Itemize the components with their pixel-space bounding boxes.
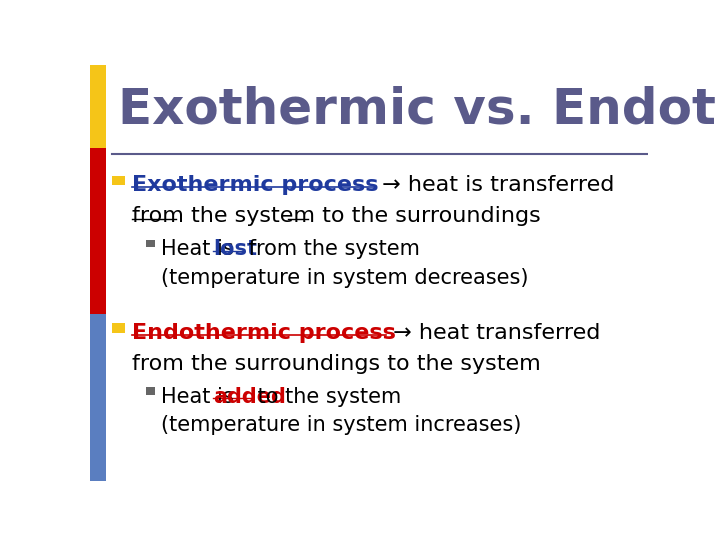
- Text: Heat is: Heat is: [161, 239, 240, 259]
- Bar: [90, 397, 106, 481]
- Bar: [90, 148, 106, 231]
- Text: (temperature in system decreases): (temperature in system decreases): [161, 268, 529, 288]
- Text: → heat transferred: → heat transferred: [386, 322, 600, 342]
- Text: Endothermic process: Endothermic process: [132, 322, 396, 342]
- Text: Exothermic process: Exothermic process: [132, 175, 378, 195]
- Bar: [90, 65, 106, 148]
- Text: → heat is transferred: → heat is transferred: [374, 175, 614, 195]
- Bar: [90, 231, 106, 314]
- Bar: [90, 314, 106, 397]
- Text: to the system: to the system: [251, 387, 401, 407]
- Text: lost: lost: [213, 239, 257, 259]
- Text: from the system to the surroundings: from the system to the surroundings: [132, 206, 541, 226]
- Text: added: added: [213, 387, 286, 407]
- Bar: [145, 388, 156, 395]
- Bar: [112, 323, 125, 333]
- Text: Exothermic vs. Endothermic: Exothermic vs. Endothermic: [118, 85, 720, 133]
- Text: Heat is: Heat is: [161, 387, 240, 407]
- Text: from the surroundings to the system: from the surroundings to the system: [132, 354, 541, 374]
- Text: (temperature in system increases): (temperature in system increases): [161, 415, 522, 435]
- Text: from the system: from the system: [242, 239, 420, 259]
- Bar: [145, 240, 156, 247]
- Bar: [112, 176, 125, 185]
